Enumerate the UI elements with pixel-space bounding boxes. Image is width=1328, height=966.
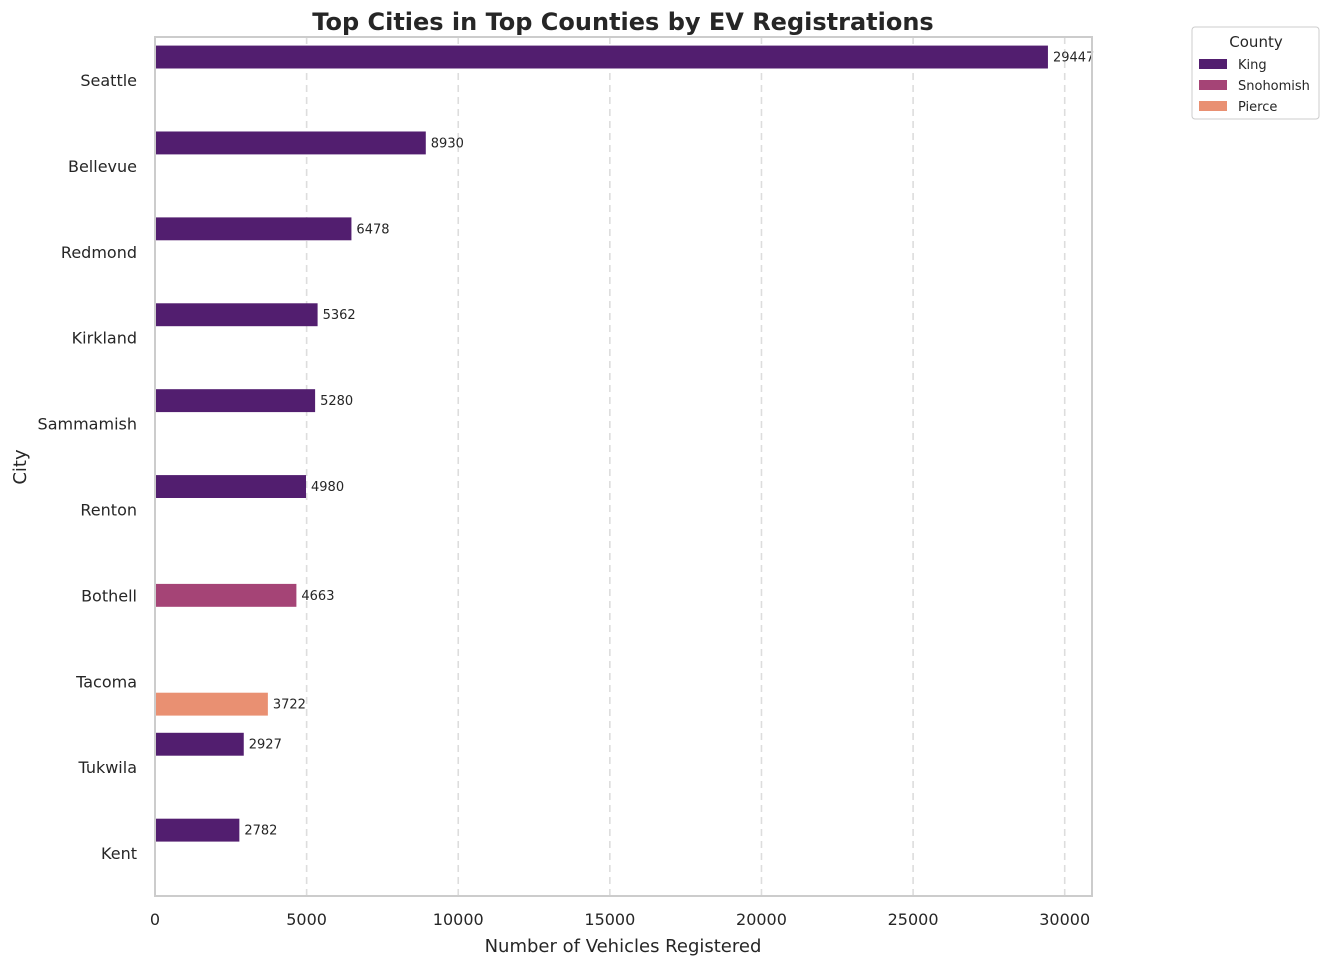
legend-swatch [1199,80,1227,90]
y-tick-label: Bothell [81,586,137,605]
y-tick-label: Renton [80,500,137,519]
data-label: 4663 [301,589,334,604]
data-label: 5362 [323,308,356,323]
y-tick-label: Kirkland [72,329,137,348]
x-tick-label: 30000 [1039,910,1090,929]
bar-snohomish [155,583,297,607]
bar-pierce [155,692,268,716]
y-tick-label: Seattle [80,71,137,90]
bar-king [155,45,1048,69]
data-label: 3722 [273,698,306,713]
bar-king [155,303,318,327]
y-tick-label: Redmond [61,243,137,262]
data-label: 4980 [311,480,344,495]
bar-king [155,475,307,498]
data-label: 2782 [244,824,277,839]
y-tick-label: Bellevue [68,157,137,176]
legend-entry: King [1238,58,1267,73]
y-tick-label: Kent [101,844,137,863]
chart-title: Top Cities in Top Counties by EV Registr… [312,8,933,36]
bar-king [155,217,352,241]
bar-king [155,131,426,155]
y-tick-label: Tacoma [75,672,137,691]
y-tick-label: Tukwila [77,758,137,777]
data-label: 5280 [320,394,353,409]
bars: 29447 8930 6478 5362 5280 4980 2927 2782 4663 372… [155,45,1094,842]
data-label: 2927 [249,738,282,753]
legend-swatch [1199,101,1227,111]
bar-king [155,732,244,756]
legend-frame [1191,26,1320,120]
grid-lines [305,37,1066,896]
legend-title: County [1229,33,1283,51]
x-tick-labels: 0 5000 10000 15000 20000 25000 30000 [150,910,1090,929]
y-tick-labels: Seattle Bellevue Redmond Kirkland Sammamish R… [38,71,137,863]
data-label: 6478 [356,222,389,237]
x-tick-label: 10000 [433,910,484,929]
bar-king [155,818,240,842]
x-tick-label: 0 [150,910,160,929]
x-tick-label: 20000 [736,910,787,929]
legend-entry: Snohomish [1238,79,1310,94]
y-axis-label: City [10,449,31,485]
legend-swatch [1199,59,1227,69]
legend: County King Snohomish Pierce [1191,26,1320,120]
plot-frame [154,36,1093,897]
x-tick-label: 15000 [584,910,635,929]
data-label: 8930 [431,136,464,151]
legend-items: King Snohomish Pierce [1199,58,1310,115]
x-tick-label: 25000 [888,910,939,929]
data-label: 29447 [1053,51,1094,66]
bar-king [155,389,316,413]
legend-entry: Pierce [1238,100,1277,115]
x-tick-label: 5000 [286,910,327,929]
x-axis-label: Number of Vehicles Registered [485,936,762,957]
y-tick-label: Sammamish [38,415,137,434]
